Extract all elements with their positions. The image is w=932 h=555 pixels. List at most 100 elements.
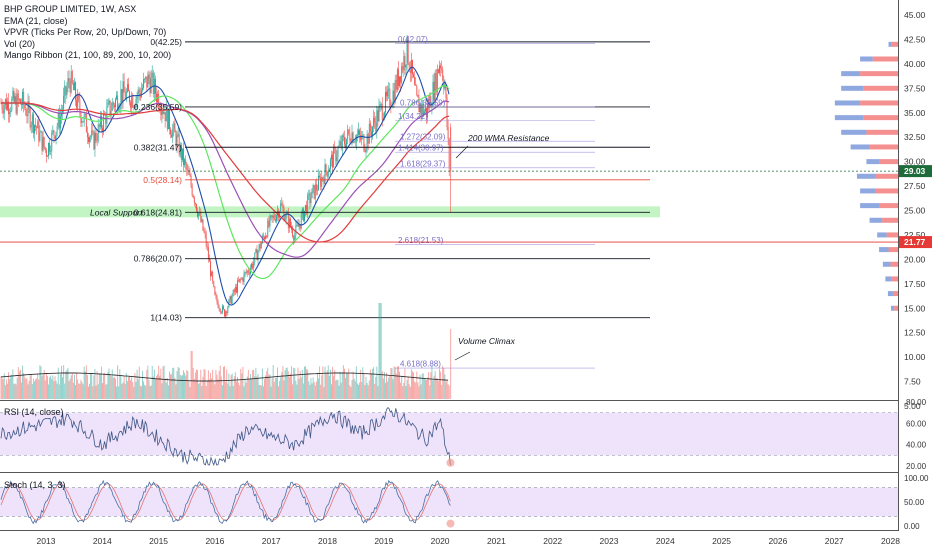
volume-bar [167,385,169,399]
vpvr-down-bar [863,115,898,121]
volume-bar [324,366,326,399]
candle-body [338,145,340,148]
candle-body [70,71,72,93]
volume-bar [117,365,119,399]
candle-body [420,104,422,114]
volume-bar [188,381,190,399]
candle-body [446,97,448,128]
volume-bar [312,377,314,399]
volume-bar [274,378,276,399]
legend-title[interactable]: BHP GROUP LIMITED, 1W, ASX [4,4,137,14]
volume-bar [270,386,272,399]
volume-bar [44,380,46,399]
volume-bar [177,366,179,399]
volume-bar [415,382,417,399]
candle-body [107,102,109,107]
volume-bar [154,379,156,399]
volume-bar [272,365,274,399]
candle-body [3,105,5,114]
candle-body [162,111,164,114]
candle-body [262,236,264,237]
volume-bar [440,371,442,399]
volume-bar [370,373,372,399]
legend-indicator-vol[interactable]: Vol (20) [4,38,36,49]
price-tick-label: 42.50 [904,34,926,44]
volume-bar [368,380,370,399]
candle-body [23,91,25,106]
candle-body [372,126,373,136]
rsi-pane-label[interactable]: RSI (14, close) [4,407,64,417]
candle-body [42,137,44,151]
volume-bar [91,374,93,399]
legend-indicator-ema[interactable]: EMA (21, close) [4,15,68,26]
fib-ext-label: 1(34.22) [398,112,428,121]
volume-bar [178,367,180,399]
ribbon-green-line [1,84,450,280]
vpvr-up-bar [860,188,876,194]
volume-bar [350,386,352,399]
volume-bar [322,366,324,399]
candle-body [30,124,32,128]
volume-bar [54,376,56,399]
candle-body [289,218,291,227]
candle-body [328,169,330,173]
volume-bar [265,375,267,399]
candle-body [364,150,366,152]
candle-body [326,171,328,177]
candle-body [337,147,339,157]
candle-body [424,108,426,112]
volume-bar [353,378,355,399]
volume-bar [215,369,217,399]
candle-body [435,73,437,93]
candle-body [403,56,405,71]
candle-body [336,156,338,162]
volume-bar [79,383,81,399]
candle-body [441,67,443,70]
candle-body [416,85,418,95]
volume-bar [66,369,68,399]
volume-bar [84,371,86,399]
candle-body [333,147,335,168]
candle-body [439,65,440,74]
volume-bar [287,371,289,399]
time-tick-label: 2014 [93,536,112,546]
volume-bar [171,373,173,399]
volume-bar [345,377,346,399]
fib-ext-label: 1.272(32.09) [400,133,446,142]
stoch-pane-label[interactable]: Stoch (14, 3, 3) [4,480,66,490]
candle-body [75,82,76,101]
volume-bar [111,369,113,399]
volume-bar [89,383,91,399]
volume-bar [242,366,244,399]
candle-body [124,92,126,100]
candle-body [430,96,432,108]
candle-body [354,141,356,143]
candle-body [213,281,215,287]
legend-indicator-ribbon[interactable]: Mango Ribbon (21, 100, 89, 200, 10, 200) [4,50,172,60]
volume-bar [212,369,214,399]
volume-bar [379,303,381,399]
candle-body [316,190,318,191]
volume-bar [358,384,359,399]
vpvr-up-bar [834,115,864,121]
candle-body [380,104,382,105]
candle-body [331,154,332,160]
volume-bar [42,374,44,399]
candle-body [283,208,285,221]
candle-body [51,132,53,152]
volume-bar [224,366,226,399]
volume-bar [296,384,298,399]
volume-bar [119,369,121,399]
volume-bar [78,383,80,399]
candle-body [281,203,283,206]
candle-body [109,100,111,115]
candle-body [254,252,256,262]
candle-body [329,159,331,170]
candle-body [407,36,409,64]
volume-bar [36,378,38,399]
candle-body [241,278,243,280]
volume-bar [366,383,368,399]
volume-bar [362,367,364,399]
legend-indicator-vpvr[interactable]: VPVR (Ticks Per Row, 20, Up/Down, 70) [4,27,167,37]
vpvr-up-bar [882,261,891,267]
